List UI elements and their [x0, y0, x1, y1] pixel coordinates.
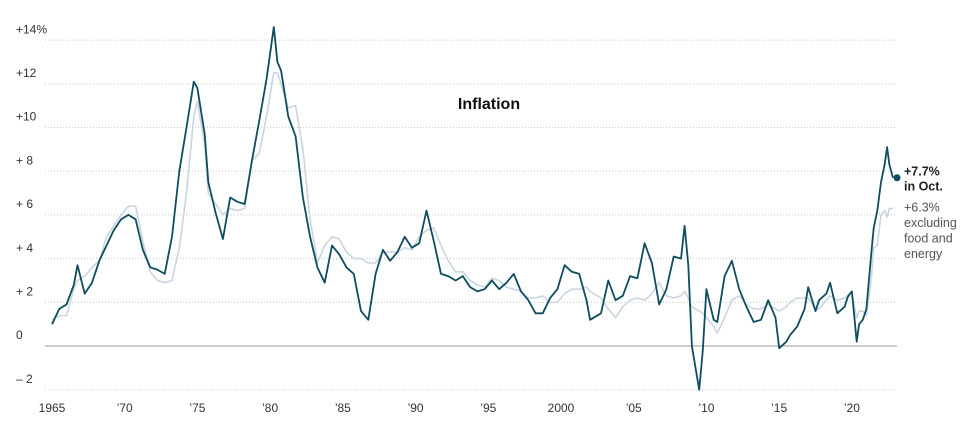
x-tick-label: ’90 — [408, 401, 424, 415]
y-tick-label: + 2 — [16, 285, 33, 299]
y-tick-label: +14% — [16, 22, 47, 36]
x-tick-label: ’20 — [844, 401, 860, 415]
x-tick-label: ’75 — [189, 401, 205, 415]
x-tick-label: ’15 — [771, 401, 787, 415]
core-note: excluding — [904, 216, 957, 230]
y-tick-label: 0 — [16, 328, 23, 342]
x-tick-label: ’80 — [262, 401, 278, 415]
series-line — [51, 26, 894, 391]
y-tick-label: + 6 — [16, 197, 33, 211]
core-note: energy — [904, 247, 943, 261]
x-tick-label: ’70 — [117, 401, 133, 415]
y-tick-label: +12 — [16, 66, 37, 80]
core-note: food and — [904, 231, 953, 245]
core-note: +6.3% — [904, 200, 940, 214]
x-tick-label: ’05 — [626, 401, 642, 415]
chart-title: Inflation — [458, 96, 520, 113]
x-tick-label: ’10 — [698, 401, 714, 415]
y-tick-label: + 8 — [16, 153, 33, 167]
y-tick-label: +10 — [16, 110, 37, 124]
y-tick-label: + 4 — [16, 241, 33, 255]
headline-note: +7.7% — [904, 164, 940, 178]
x-tick-label: 1965 — [39, 401, 66, 415]
x-tick-label: ’95 — [480, 401, 496, 415]
x-tick-label: ’85 — [335, 401, 351, 415]
x-tick-label: 2000 — [548, 401, 575, 415]
y-tick-label: – 2 — [16, 372, 33, 386]
end-dot — [893, 174, 901, 182]
headline-note: in Oct. — [904, 179, 943, 193]
